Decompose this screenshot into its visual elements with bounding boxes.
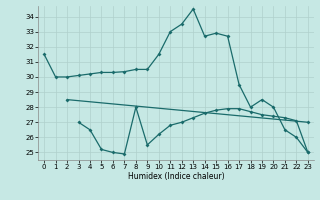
X-axis label: Humidex (Indice chaleur): Humidex (Indice chaleur) [128, 172, 224, 181]
